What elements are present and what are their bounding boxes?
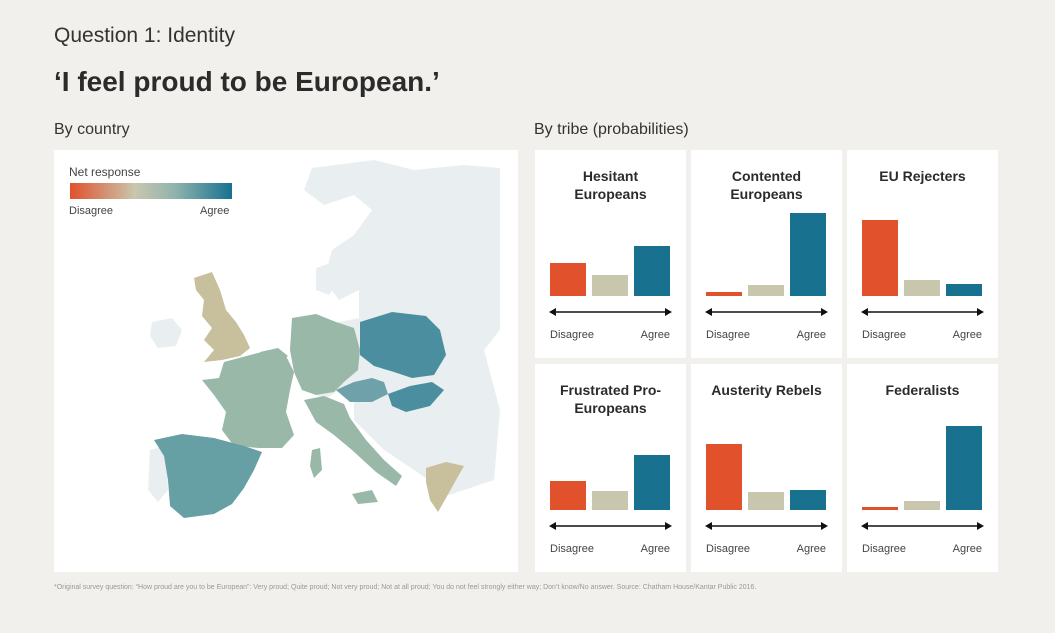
map-portugal	[148, 446, 168, 502]
arrow-right-icon	[821, 308, 828, 316]
tribe-name: EU Rejecters	[879, 168, 966, 184]
island-sicily	[352, 490, 378, 504]
tribe-card: Contented Europeans Disagree Agree	[691, 150, 842, 358]
tribe-name: Austerity Rebels	[711, 382, 822, 398]
arrow-left-icon	[861, 308, 868, 316]
legend-max-label: Agree	[200, 205, 230, 217]
tribe-name: Frustrated Pro-Europeans	[559, 382, 662, 416]
country-germany[interactable]	[290, 314, 360, 395]
arrow-right-icon	[977, 522, 984, 530]
europe-map	[148, 160, 500, 518]
country-spain[interactable]	[154, 434, 262, 518]
arrow-right-icon	[665, 308, 672, 316]
bar-disagree	[706, 292, 742, 296]
legend-color-scale	[70, 183, 232, 199]
country-poland[interactable]	[360, 312, 446, 378]
bar-neutral	[592, 491, 628, 510]
axis-label-disagree: Disagree	[706, 543, 751, 555]
country-italy[interactable]	[304, 396, 402, 486]
bar-agree	[790, 490, 826, 510]
map-iceland-dk	[316, 262, 340, 295]
arrow-left-icon	[549, 522, 556, 530]
axis-label-agree: Agree	[952, 543, 982, 555]
tribe-name: Hesitant Europeans	[574, 168, 647, 202]
tribe-bar-chart	[861, 220, 984, 316]
axis-label-agree: Agree	[640, 329, 670, 341]
axis-label-disagree: Disagree	[550, 543, 595, 555]
tribe-bar-chart	[549, 455, 672, 530]
arrow-left-icon	[705, 522, 712, 530]
bar-agree	[946, 426, 982, 510]
bar-disagree	[862, 220, 898, 296]
tribe-card: Frustrated Pro-Europeans Disagree Agree	[535, 364, 686, 572]
axis-label-disagree: Disagree	[550, 329, 595, 341]
tribe-name: Contented Europeans	[730, 168, 803, 202]
bar-neutral	[904, 501, 940, 510]
bar-neutral	[748, 492, 784, 510]
arrow-left-icon	[549, 308, 556, 316]
bar-disagree	[862, 507, 898, 510]
page-title: ‘I feel proud to be European.’	[54, 66, 440, 97]
country-section-heading: By country	[54, 121, 130, 138]
bar-agree	[946, 284, 982, 296]
page-subtitle: Question 1: Identity	[54, 24, 235, 47]
tribe-card: Austerity Rebels Disagree Agree	[691, 364, 842, 572]
bar-neutral	[592, 275, 628, 296]
country-hungary[interactable]	[388, 382, 444, 412]
map-ireland	[150, 318, 182, 348]
tribe-section-heading: By tribe (probabilities)	[534, 121, 689, 138]
country-france[interactable]	[202, 350, 294, 448]
country-greece[interactable]	[426, 462, 464, 512]
tribe-bar-chart	[861, 426, 984, 530]
map-scandinavia	[372, 175, 459, 300]
bar-agree	[634, 455, 670, 510]
axis-label-disagree: Disagree	[862, 329, 907, 341]
arrow-left-icon	[705, 308, 712, 316]
legend-title: Net response	[69, 165, 141, 179]
country-belgium[interactable]	[260, 348, 288, 364]
tribe-card: Hesitant Europeans Disagree Agree	[535, 150, 686, 358]
arrow-right-icon	[977, 308, 984, 316]
bar-disagree	[706, 444, 742, 510]
bar-agree	[634, 246, 670, 296]
arrow-right-icon	[665, 522, 672, 530]
bar-disagree	[550, 263, 586, 296]
tribe-card: EU Rejecters Disagree Agree	[847, 150, 998, 358]
bar-agree	[790, 213, 826, 296]
bar-neutral	[748, 285, 784, 296]
axis-label-agree: Agree	[796, 543, 826, 555]
tribe-bar-chart	[705, 444, 828, 530]
bar-disagree	[550, 481, 586, 510]
axis-label-disagree: Disagree	[706, 329, 751, 341]
island-sardinia	[310, 448, 322, 478]
tribe-name: Federalists	[885, 382, 960, 398]
europe-map-panel: Net response Disagree Agree	[54, 150, 518, 572]
legend-min-label: Disagree	[69, 205, 114, 217]
footnote: *Original survey question: “How proud ar…	[54, 584, 757, 591]
tribe-card: Federalists Disagree Agree	[847, 364, 998, 572]
tribe-bar-chart	[549, 246, 672, 316]
axis-label-agree: Agree	[796, 329, 826, 341]
tribe-bar-chart	[705, 213, 828, 316]
country-austria[interactable]	[336, 378, 388, 402]
axis-label-disagree: Disagree	[862, 543, 907, 555]
bar-neutral	[904, 280, 940, 296]
arrow-right-icon	[821, 522, 828, 530]
country-uk[interactable]	[194, 272, 250, 362]
axis-label-agree: Agree	[640, 543, 670, 555]
axis-label-agree: Agree	[952, 329, 982, 341]
arrow-left-icon	[861, 522, 868, 530]
